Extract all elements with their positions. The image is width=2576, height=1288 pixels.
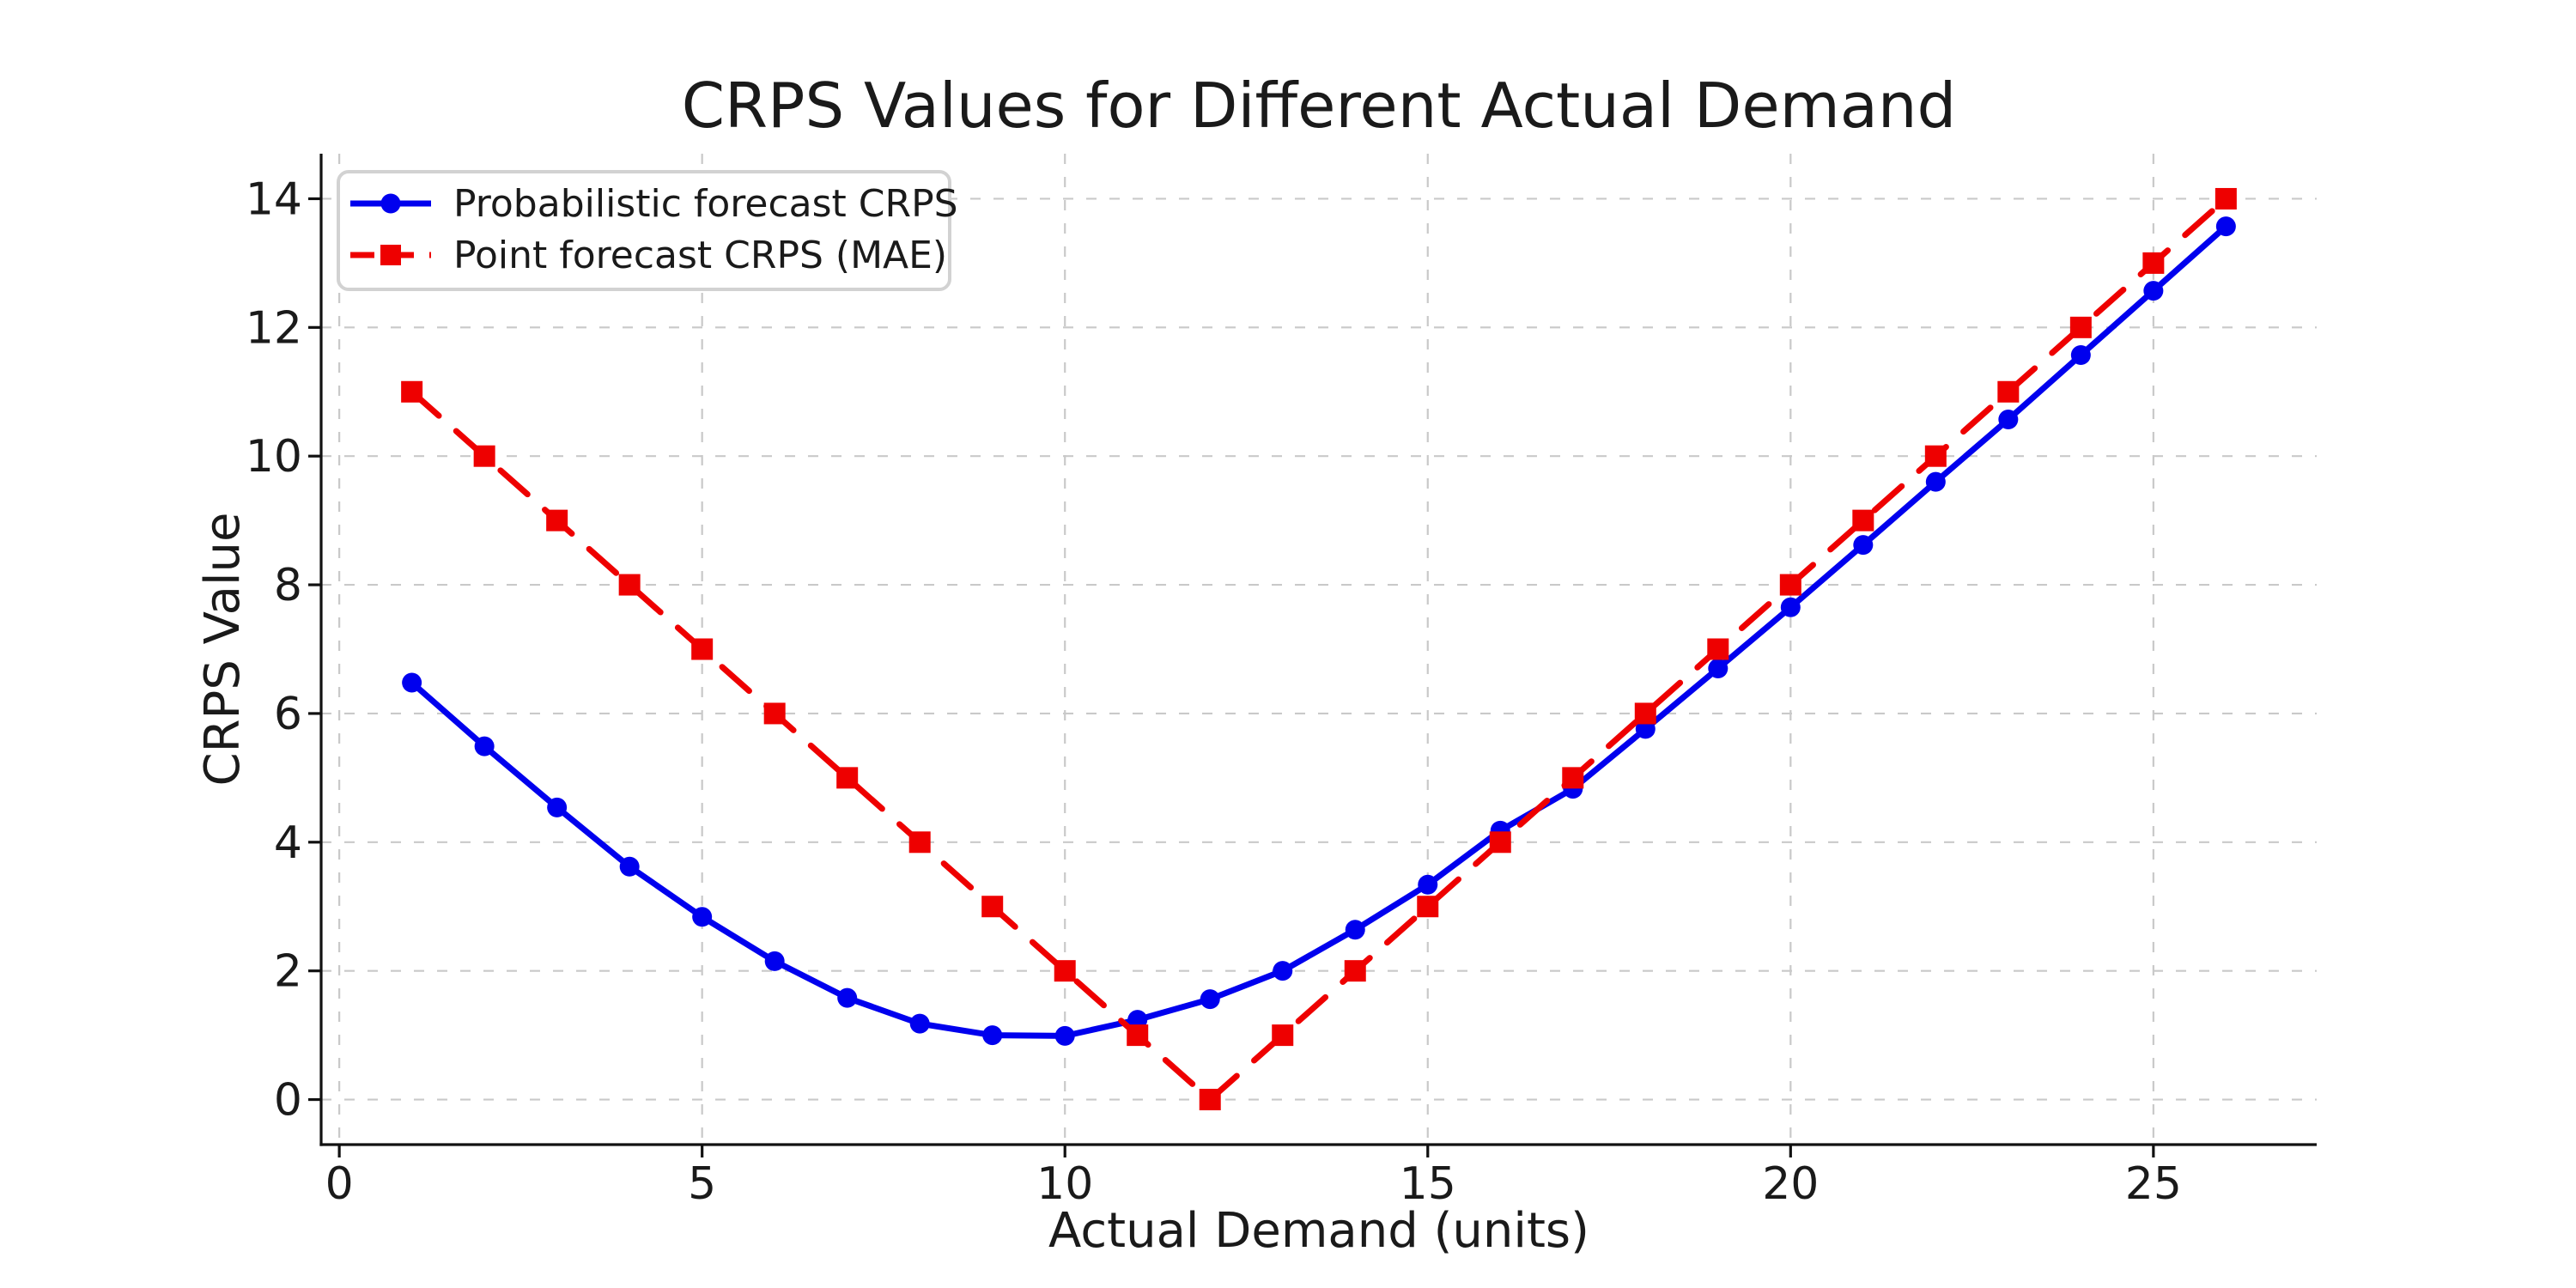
legend-frame <box>337 170 951 291</box>
data-point-marker-circle <box>1998 409 2019 429</box>
data-point-marker-square <box>1344 960 1366 982</box>
tick-marks-layer <box>308 197 2155 1157</box>
data-point-marker-circle <box>1708 658 1728 678</box>
data-point-marker-square <box>618 574 641 596</box>
data-point-marker-square <box>908 831 931 854</box>
data-point-marker-circle <box>474 736 495 756</box>
data-point-marker-circle <box>1418 874 1438 895</box>
x-axis-label: Actual Demand (units) <box>1048 1203 1589 1259</box>
y-axis-label: CRPS Value <box>195 513 251 787</box>
gridlines-layer <box>321 154 2317 1145</box>
y-tick-label: 12 <box>246 302 302 354</box>
y-tick-label: 4 <box>274 817 302 869</box>
data-point-marker-square <box>1199 1089 1221 1111</box>
data-point-marker-circle <box>547 797 568 817</box>
data-point-marker-circle <box>1345 920 1365 940</box>
data-point-marker-square <box>1924 445 1947 467</box>
legend-sample-marker-circle <box>380 193 401 214</box>
y-tick-label: 6 <box>274 689 302 740</box>
data-point-marker-square <box>401 380 423 403</box>
data-point-marker-square <box>1054 960 1076 982</box>
data-point-marker-circle <box>692 907 713 927</box>
series-layer <box>401 187 2237 1111</box>
tick-labels-layer: 0 5 10 15 20 25 0 2 4 6 8 10 12 14 <box>246 173 2182 1210</box>
x-tick-label: 20 <box>1762 1158 1819 1210</box>
data-point-marker-circle <box>1273 961 1293 981</box>
x-tick-label: 15 <box>1400 1158 1456 1210</box>
y-tick-label: 14 <box>246 173 302 225</box>
series-line-probabilistic <box>409 223 2229 1039</box>
data-point-marker-square <box>1634 702 1656 725</box>
data-point-marker-square <box>1852 509 1874 532</box>
y-tick-label: 10 <box>246 431 302 483</box>
data-point-marker-circle <box>764 951 785 971</box>
data-point-marker-circle <box>2143 281 2164 301</box>
data-point-marker-circle <box>1200 989 1220 1010</box>
x-tick-label: 0 <box>325 1158 354 1210</box>
data-point-marker-square <box>1127 1024 1149 1047</box>
data-point-marker-circle <box>837 987 858 1008</box>
data-point-marker-circle <box>909 1013 930 1034</box>
x-tick-label: 10 <box>1036 1158 1093 1210</box>
x-tick-label: 25 <box>2125 1158 2182 1210</box>
data-point-marker-circle <box>2070 345 2091 366</box>
data-point-marker-square <box>1489 831 1511 854</box>
data-point-marker-square <box>981 896 1004 918</box>
data-point-marker-square <box>1417 896 1439 918</box>
y-tick-label: 0 <box>274 1075 302 1127</box>
data-point-marker-square <box>546 509 568 532</box>
data-point-marker-circle <box>982 1025 1003 1046</box>
legend-samples <box>350 193 431 265</box>
data-point-marker-square <box>691 638 714 660</box>
data-point-marker-square <box>836 767 859 789</box>
data-point-marker-circle <box>1054 1025 1075 1046</box>
data-point-marker-circle <box>619 856 640 877</box>
legend-sample-marker-square <box>380 245 401 265</box>
data-point-marker-circle <box>2215 216 2236 237</box>
axes-spines <box>319 154 2317 1146</box>
legend: Probabilistic forecast CRPS Point foreca… <box>337 170 958 291</box>
data-point-marker-square <box>1707 638 1729 660</box>
y-tick-label: 2 <box>274 946 302 998</box>
data-point-marker-square <box>763 702 786 725</box>
data-point-marker-circle <box>1925 471 1946 492</box>
legend-label-probabilistic: Probabilistic forecast CRPS <box>453 182 958 226</box>
data-point-marker-square <box>1562 767 1584 789</box>
x-tick-label: 5 <box>688 1158 716 1210</box>
data-point-marker-circle <box>1853 535 1874 556</box>
series-line-point <box>409 195 2229 1103</box>
data-point-marker-square <box>473 445 495 467</box>
legend-label-point: Point forecast CRPS (MAE) <box>453 234 947 277</box>
chart-title: CRPS Values for Different Actual Demand <box>682 70 1957 142</box>
data-point-marker-square <box>2215 187 2237 210</box>
data-point-marker-square <box>1272 1024 1294 1047</box>
y-tick-label: 8 <box>274 560 302 611</box>
data-point-marker-circle <box>402 672 422 693</box>
data-point-marker-square <box>2069 316 2092 338</box>
data-point-marker-circle <box>1780 597 1801 617</box>
data-point-marker-square <box>1779 574 1801 596</box>
data-point-marker-square <box>1997 380 2020 403</box>
data-point-marker-square <box>2142 252 2165 274</box>
